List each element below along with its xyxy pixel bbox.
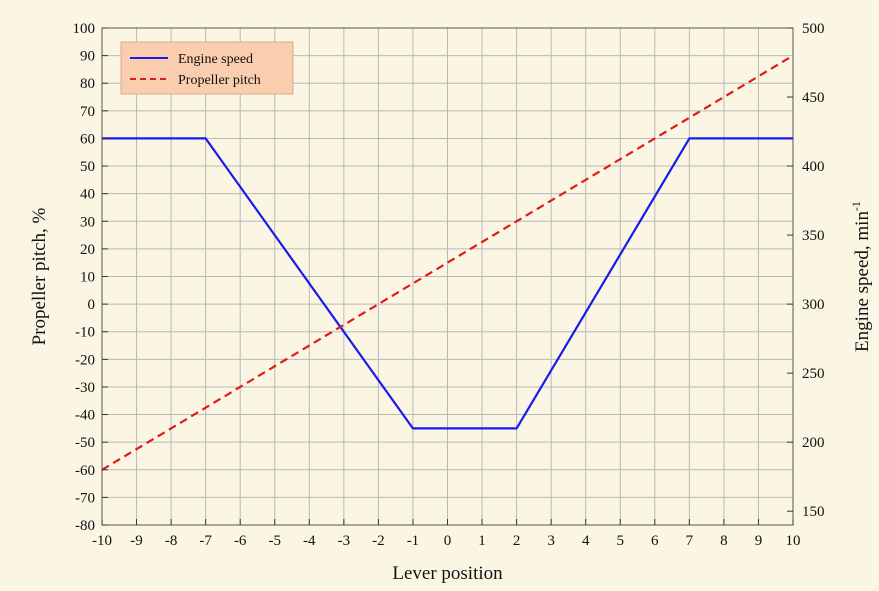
y-axis-label-right: Engine speed, min-1	[849, 201, 873, 352]
legend-label-propeller-pitch: Propeller pitch	[178, 73, 261, 88]
x-tick-label: 2	[513, 533, 521, 549]
series-layer	[101, 54, 794, 471]
y-left-tick-label: -70	[75, 490, 95, 506]
series-line-engine-speed	[102, 137, 793, 430]
y-axis-label-left: Propeller pitch, %	[29, 207, 50, 345]
y-left-tick-label: -50	[75, 435, 95, 451]
x-tick-label: 7	[686, 533, 694, 549]
y-right-tick-label: 350	[802, 228, 825, 244]
y-left-tick-label: -20	[75, 352, 95, 368]
y-left-tick-label: -40	[75, 408, 95, 424]
x-tick-label: 8	[720, 533, 728, 549]
x-tick-label: -3	[338, 533, 351, 549]
y-left-tick-label: -10	[75, 325, 95, 341]
x-tick-label: -7	[199, 533, 212, 549]
y-left-tick-label: 70	[80, 104, 95, 120]
x-tick-label: 0	[444, 533, 452, 549]
x-tick-label: 9	[755, 533, 763, 549]
x-tick-label: -6	[234, 533, 247, 549]
legend-label-engine-speed: Engine speed	[178, 52, 253, 67]
y-left-tick-label: 40	[80, 187, 95, 203]
ticks: -10 -9 -8 -7 -6 -5 -4 -3 -2 -1 0 1 2 3 4 5 6 7 8 9 10-80-70-…	[73, 21, 825, 549]
x-tick-label: 1	[478, 533, 486, 549]
x-tick-label: 5	[617, 533, 625, 549]
y-axis-label-right-superscript: -1	[849, 201, 863, 211]
y-left-tick-label: 80	[80, 76, 95, 92]
y-left-tick-label: 100	[73, 21, 96, 37]
y-right-tick-label: 150	[802, 504, 825, 520]
y-left-tick-label: 90	[80, 49, 95, 65]
y-left-tick-label: 60	[80, 131, 95, 147]
y-left-tick-label: -80	[75, 518, 95, 534]
y-right-tick-label: 300	[802, 297, 825, 313]
legend: Engine speed Propeller pitch	[120, 41, 294, 95]
y-right-tick-label: 400	[802, 159, 825, 175]
y-axis-label-right-text: Engine speed, min	[852, 211, 873, 352]
y-left-tick-label: 20	[80, 242, 95, 258]
x-tick-label: -1	[407, 533, 420, 549]
x-tick-label: 4	[582, 533, 590, 549]
x-tick-label: -8	[165, 533, 178, 549]
y-right-tick-label: 450	[802, 90, 825, 106]
y-left-tick-label: 30	[80, 214, 95, 230]
x-tick-label: 3	[547, 533, 555, 549]
x-axis-label: Lever position	[392, 563, 503, 584]
y-right-tick-label: 200	[802, 435, 825, 451]
x-tick-label: -10	[92, 533, 112, 549]
legend-box	[120, 41, 294, 95]
x-tick-label: -5	[269, 533, 282, 549]
x-tick-label: 6	[651, 533, 659, 549]
x-tick-label: 10	[786, 533, 801, 549]
y-left-tick-label: 50	[80, 159, 95, 175]
x-tick-label: -2	[372, 533, 385, 549]
x-tick-label: -9	[130, 533, 143, 549]
y-right-tick-label: 500	[802, 21, 825, 37]
grid	[101, 27, 794, 526]
series-line-propeller-pitch	[101, 54, 794, 471]
x-tick-label: -4	[303, 533, 316, 549]
y-left-tick-label: -60	[75, 463, 95, 479]
y-left-tick-label: -30	[75, 380, 95, 396]
y-right-tick-label: 250	[802, 366, 825, 382]
y-left-tick-label: 0	[88, 297, 96, 313]
y-left-tick-label: 10	[80, 270, 95, 286]
